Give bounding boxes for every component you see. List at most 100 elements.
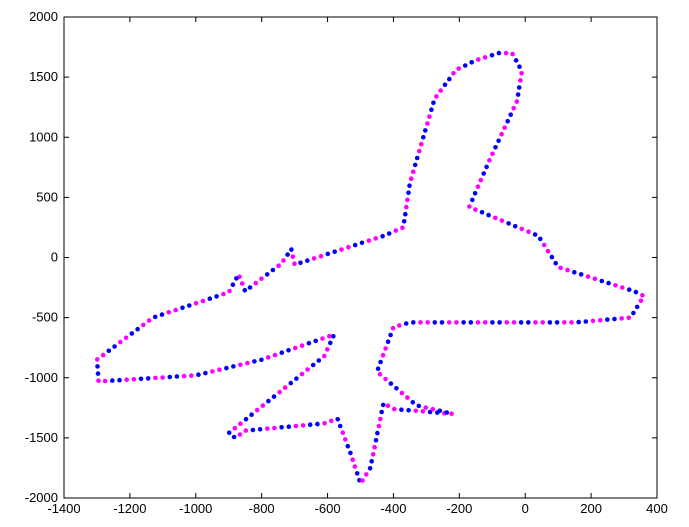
data-point (451, 71, 456, 76)
data-point (364, 472, 369, 477)
data-point (476, 320, 481, 325)
data-point (397, 323, 402, 328)
data-point (281, 258, 286, 263)
data-point (300, 372, 305, 377)
data-point (234, 276, 239, 281)
data-point (576, 320, 581, 325)
data-point (619, 316, 624, 321)
data-point (454, 320, 459, 325)
data-point (315, 422, 320, 427)
data-point (353, 464, 358, 469)
data-point (425, 121, 430, 126)
data-point (518, 78, 523, 83)
data-point (110, 378, 115, 383)
data-point (487, 158, 492, 163)
data-point (325, 347, 330, 352)
y-tick-label: -1500 (25, 430, 58, 445)
data-point (338, 424, 343, 429)
data-point (327, 334, 332, 339)
data-point (634, 290, 639, 295)
data-point (300, 343, 305, 348)
data-point (511, 106, 516, 111)
data-point (392, 407, 397, 412)
data-point (591, 319, 596, 324)
data-point (555, 320, 560, 325)
data-point (550, 255, 555, 260)
data-point (383, 377, 388, 382)
data-point (168, 375, 173, 380)
data-point (388, 333, 393, 338)
data-point (287, 424, 292, 429)
data-point (135, 327, 140, 332)
data-point (473, 207, 478, 212)
data-point (500, 218, 505, 223)
data-point (224, 366, 229, 371)
data-point (266, 399, 271, 404)
data-point (562, 320, 567, 325)
data-point (244, 417, 249, 422)
data-point (160, 375, 165, 380)
data-point (117, 378, 122, 383)
data-point (331, 334, 336, 339)
data-point (533, 232, 538, 237)
data-point (429, 107, 434, 112)
data-point (112, 344, 117, 349)
data-point (565, 268, 570, 273)
data-point (96, 378, 101, 383)
data-point (286, 348, 291, 353)
data-point (440, 320, 445, 325)
x-tick-label: 400 (646, 501, 668, 516)
data-point (346, 245, 351, 250)
data-point (182, 374, 187, 379)
data-point (502, 125, 507, 130)
data-point (153, 376, 158, 381)
data-point (493, 145, 498, 150)
data-point (350, 457, 355, 462)
data-point (301, 423, 306, 428)
data-point (272, 426, 277, 431)
data-point (259, 276, 264, 281)
data-point (513, 224, 518, 229)
data-point (461, 320, 466, 325)
data-point (277, 390, 282, 395)
data-point (423, 128, 428, 133)
data-point (506, 221, 511, 226)
data-point (486, 213, 491, 218)
data-point (258, 427, 263, 432)
data-point (505, 119, 510, 124)
x-tick-label: 0 (522, 501, 529, 516)
data-point (238, 432, 243, 437)
data-point (548, 320, 553, 325)
data-point (387, 231, 392, 236)
data-point (508, 112, 513, 117)
data-point (305, 258, 310, 263)
data-point (598, 318, 603, 323)
data-point (400, 226, 405, 231)
data-point (411, 400, 416, 405)
data-point (343, 437, 348, 442)
data-point (467, 204, 472, 209)
data-point (483, 55, 488, 60)
data-point (405, 198, 410, 203)
data-point (409, 176, 414, 181)
data-point (96, 371, 101, 376)
data-point (447, 320, 452, 325)
data-point (294, 376, 299, 381)
data-point (245, 361, 250, 366)
y-tick-label: -2000 (25, 490, 58, 505)
data-point (261, 403, 266, 408)
data-point (360, 478, 365, 483)
data-point (326, 252, 331, 257)
data-point (381, 403, 386, 408)
data-point (631, 311, 636, 316)
data-point (421, 409, 426, 414)
data-point (546, 249, 551, 254)
data-point (332, 249, 337, 254)
y-tick-label: 1000 (29, 129, 58, 144)
data-point (227, 289, 232, 294)
data-point (189, 373, 194, 378)
data-point (374, 438, 379, 443)
data-point (504, 51, 509, 56)
data-point (381, 353, 386, 358)
data-point (579, 272, 584, 277)
